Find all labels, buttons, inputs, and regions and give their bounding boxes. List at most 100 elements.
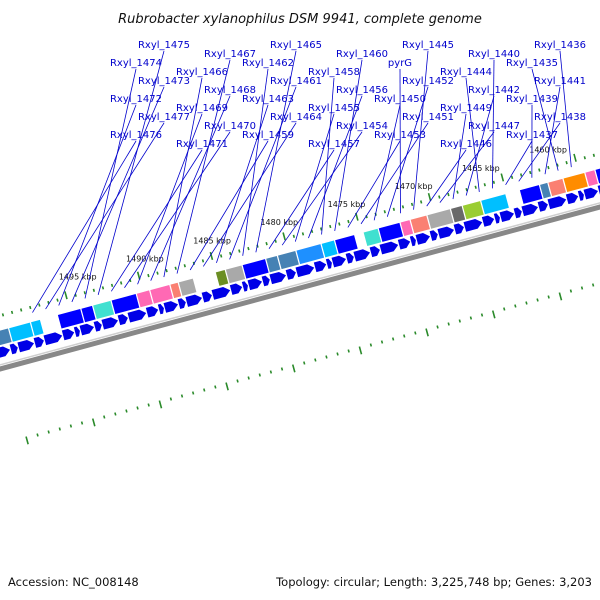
tick-mark bbox=[119, 281, 123, 285]
gene-leader bbox=[492, 59, 495, 189]
inner-tick-mark bbox=[458, 319, 461, 323]
tick-mark bbox=[465, 188, 468, 192]
inner-tick-mark bbox=[369, 343, 373, 347]
cds-arrow bbox=[17, 339, 35, 353]
cog-block bbox=[427, 209, 454, 229]
inner-tick-mark bbox=[536, 298, 539, 302]
gene-label: Rxyl_1477 bbox=[138, 112, 190, 123]
cog-block bbox=[378, 222, 404, 242]
tick-mark bbox=[538, 168, 541, 172]
gene-label: Rxyl_1445 bbox=[402, 40, 454, 51]
cds-arrow bbox=[157, 303, 164, 315]
inner-tick-mark bbox=[591, 283, 595, 287]
tick-mark bbox=[500, 173, 505, 182]
inner-tick-mark bbox=[580, 286, 584, 290]
genome-backbone bbox=[0, 202, 600, 372]
inner-tick-mark bbox=[414, 331, 417, 335]
cds-arrow bbox=[73, 326, 80, 337]
tick-mark bbox=[282, 232, 286, 241]
tick-label: 1490 kbp bbox=[126, 255, 164, 264]
gene-leader bbox=[45, 122, 165, 310]
gene-label: Rxyl_1452 bbox=[402, 76, 454, 87]
gene-leader bbox=[124, 131, 231, 288]
gene-labels: Rxyl_1436Rxyl_1435Rxyl_1441Rxyl_1439Rxyl… bbox=[110, 40, 586, 150]
gene-leader bbox=[465, 95, 495, 196]
gene-label: pyrG bbox=[388, 58, 412, 69]
tick-mark bbox=[156, 271, 159, 275]
gene-leader bbox=[150, 95, 231, 281]
cds-arrow bbox=[0, 346, 11, 359]
cog-block bbox=[363, 228, 382, 247]
inner-tick-mark bbox=[214, 385, 217, 389]
gene-leader bbox=[189, 140, 269, 271]
gene-leader bbox=[413, 50, 429, 210]
tick-label: 1460 kbp bbox=[529, 146, 567, 155]
gene-label: Rxyl_1444 bbox=[440, 67, 492, 78]
gene-leader bbox=[505, 140, 533, 186]
tick-mark bbox=[209, 251, 214, 261]
cds-arrow bbox=[229, 283, 243, 295]
gene-leader bbox=[176, 59, 231, 274]
gene-label: Rxyl_1454 bbox=[336, 121, 388, 132]
cds-arrow bbox=[499, 210, 515, 223]
inner-tick-mark bbox=[203, 388, 206, 392]
tick-mark bbox=[219, 254, 223, 258]
cds-arrow bbox=[93, 320, 102, 332]
tick-mark bbox=[392, 207, 396, 211]
inner-tick-mark bbox=[336, 352, 339, 356]
inner-tick-mark bbox=[136, 406, 139, 410]
gene-label: Rxyl_1468 bbox=[204, 85, 256, 96]
inner-tick-mark bbox=[180, 394, 184, 398]
cog-block bbox=[277, 250, 299, 270]
cog-block bbox=[0, 328, 12, 346]
tick-mark bbox=[183, 264, 186, 268]
tick-mark bbox=[229, 251, 232, 256]
cds-arrow bbox=[547, 196, 567, 210]
inner-tick-mark bbox=[469, 316, 473, 320]
cds-arrow bbox=[379, 241, 399, 255]
cog-block bbox=[9, 322, 34, 342]
cds-arrow bbox=[261, 275, 270, 287]
tick-mark bbox=[573, 153, 577, 162]
gene-label: Rxyl_1441 bbox=[534, 76, 586, 87]
cds-arrow bbox=[295, 264, 315, 278]
gene-leader bbox=[202, 122, 297, 267]
cds-arrow bbox=[513, 207, 522, 219]
gene-label: Rxyl_1466 bbox=[176, 67, 228, 78]
gene-leader bbox=[426, 149, 467, 207]
cds-arrow bbox=[481, 215, 495, 227]
tick-mark bbox=[83, 291, 86, 295]
inner-tick-mark bbox=[291, 364, 296, 373]
tick-label: 1470 kbp bbox=[395, 182, 433, 191]
tick-mark bbox=[38, 303, 41, 307]
gene-leader bbox=[281, 131, 363, 246]
cog-block bbox=[481, 194, 509, 215]
gene-leader bbox=[32, 140, 137, 313]
gene-label: Rxyl_1450 bbox=[374, 94, 426, 105]
gene-label: Rxyl_1457 bbox=[308, 139, 360, 150]
inner-tick-mark bbox=[558, 292, 563, 301]
gene-label: Rxyl_1470 bbox=[204, 121, 256, 132]
tick-label: 1495 kbp bbox=[59, 273, 97, 282]
cds-arrow bbox=[241, 281, 248, 292]
tick-mark bbox=[247, 246, 250, 251]
cds-arrow bbox=[145, 306, 159, 318]
inner-tick-mark bbox=[447, 322, 450, 326]
tick-mark bbox=[456, 190, 459, 194]
cds-arrow bbox=[415, 233, 431, 245]
tick-mark bbox=[110, 283, 114, 288]
cds-arrow bbox=[101, 317, 119, 330]
tick-mark bbox=[1, 313, 5, 317]
gene-leader bbox=[334, 59, 363, 232]
cog-block bbox=[178, 278, 197, 296]
inner-tick-mark bbox=[303, 361, 306, 365]
kbp-tick-labels: 1460 kbp 1465 kbp 1470 kbp 1475 kbp 1480 kbp… bbox=[59, 146, 567, 282]
cds-arrow bbox=[331, 255, 347, 268]
cds-arrow bbox=[397, 238, 411, 250]
cog-block bbox=[400, 220, 414, 237]
cds-arrow bbox=[325, 258, 332, 269]
cds-arrow bbox=[61, 328, 75, 341]
cds-arrow bbox=[269, 271, 287, 285]
tick-mark bbox=[201, 259, 205, 263]
cds-arrow bbox=[345, 252, 354, 264]
